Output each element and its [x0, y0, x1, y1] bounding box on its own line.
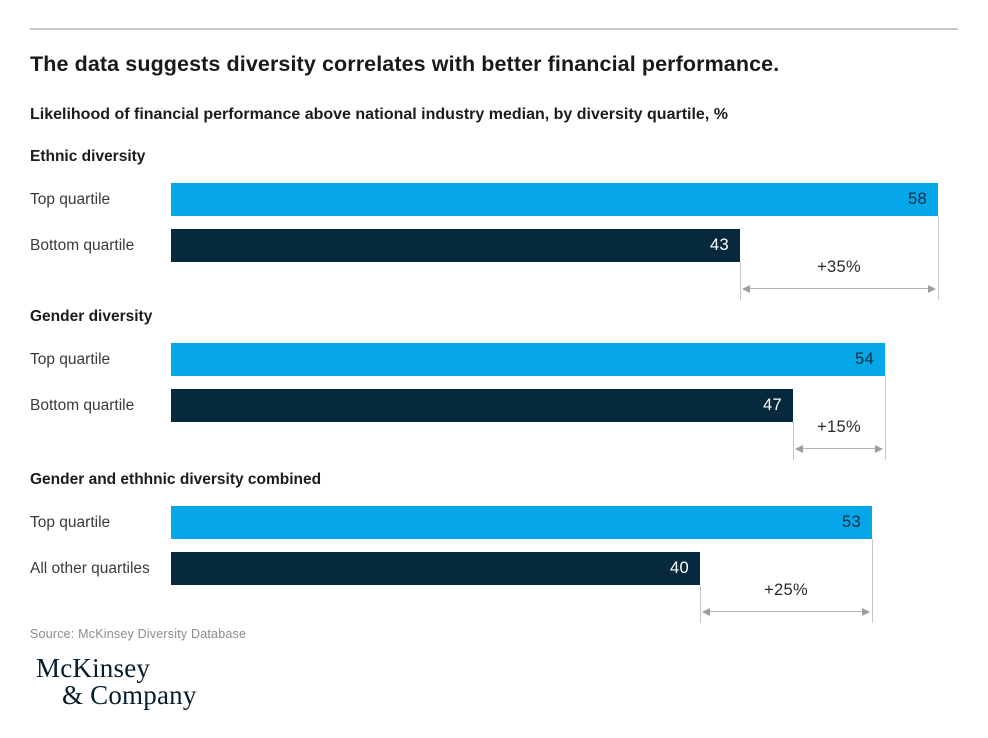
delta-label: +35%	[817, 258, 861, 276]
bar-group: Ethnic diversity Top quartile 58 Bottom qua…	[30, 146, 958, 306]
top-quartile-bar: 54	[171, 343, 885, 376]
row-label: Top quartile	[30, 514, 111, 531]
arrowhead-right-icon	[875, 444, 883, 453]
arrowhead-left-icon	[795, 444, 803, 453]
bar-value-label: 43	[710, 236, 729, 254]
bar-value-label: 47	[763, 396, 782, 414]
group-heading: Gender diversity	[30, 308, 153, 325]
delta-arrow	[709, 611, 863, 612]
page-title: The data suggests diversity correlates w…	[30, 52, 780, 76]
bar-group: Gender diversity Top quartile 54 Bottom qua…	[30, 306, 958, 466]
arrowhead-left-icon	[702, 607, 710, 616]
group-heading: Ethnic diversity	[30, 148, 146, 165]
arrowhead-right-icon	[862, 607, 870, 616]
guide-line	[740, 262, 741, 300]
guide-line	[793, 422, 794, 460]
guide-line	[700, 585, 701, 623]
logo-line-1: McKinsey	[36, 653, 151, 683]
bottom-quartile-bar: 40	[171, 552, 700, 585]
delta-label: +25%	[764, 581, 808, 599]
row-label: Bottom quartile	[30, 397, 135, 414]
row-label: Top quartile	[30, 351, 111, 368]
arrowhead-right-icon	[928, 284, 936, 293]
row-label: All other quartiles	[30, 560, 150, 577]
source-note: Source: McKinsey Diversity Database	[30, 627, 247, 641]
bar-value-label: 54	[855, 350, 874, 368]
top-quartile-bar: 53	[171, 506, 872, 539]
bottom-quartile-bar: 43	[171, 229, 740, 262]
logo-line-2: & Company	[62, 680, 197, 710]
row-label: Top quartile	[30, 191, 111, 208]
bar-value-label: 53	[842, 513, 861, 531]
bar-value-label: 58	[908, 190, 927, 208]
mckinsey-logo: McKinsey & Company	[36, 655, 197, 709]
chart-subtitle: Likelihood of financial performance abov…	[30, 106, 728, 123]
delta-label: +15%	[817, 418, 861, 436]
arrowhead-left-icon	[742, 284, 750, 293]
guide-line	[872, 539, 873, 623]
delta-arrow	[749, 288, 929, 289]
bottom-quartile-bar: 47	[171, 389, 793, 422]
bar-chart: Ethnic diversity Top quartile 58 Bottom qua…	[30, 146, 958, 624]
group-heading: Gender and ethhnic diversity combined	[30, 471, 322, 488]
guide-line	[885, 376, 886, 460]
row-label: Bottom quartile	[30, 237, 135, 254]
top-rule	[30, 28, 958, 30]
top-quartile-bar: 58	[171, 183, 938, 216]
delta-arrow	[802, 448, 876, 449]
bar-value-label: 40	[670, 559, 689, 577]
bar-group: Gender and ethhnic diversity combined Top…	[30, 469, 958, 629]
guide-line	[938, 216, 939, 300]
